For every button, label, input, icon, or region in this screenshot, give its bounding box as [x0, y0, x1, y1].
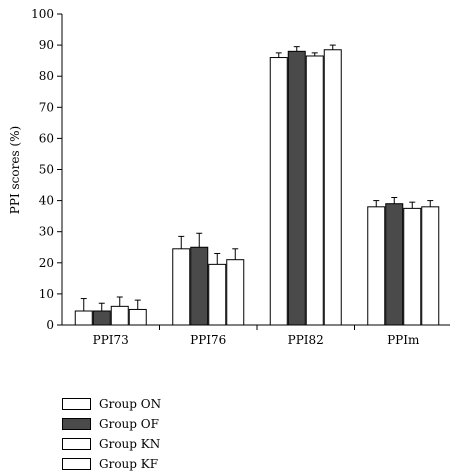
legend-label: Group OF: [99, 417, 159, 431]
bar: [305, 55, 324, 326]
legend-item: Group ON: [62, 394, 161, 414]
x-tick-label: PPI73: [93, 333, 129, 347]
bar: [110, 305, 129, 326]
y-tick-label: 40: [39, 194, 54, 208]
y-tick-label: 20: [39, 256, 54, 270]
y-tick-label: 80: [39, 69, 54, 83]
y-tick-label: 60: [39, 131, 54, 145]
y-tick-label: 50: [39, 163, 54, 177]
legend-swatch: [62, 398, 91, 410]
legend-label: Group ON: [99, 397, 162, 411]
legend: Group ON Group OF Group KN Group KF: [62, 394, 161, 474]
y-tick-label: 70: [39, 100, 54, 114]
bar: [128, 308, 147, 326]
legend-item: Group KF: [62, 454, 161, 474]
x-axis-labels: PPI73 PPI76 PPI82 PPIm: [93, 333, 420, 347]
y-tick-label: 0: [46, 318, 54, 332]
x-tick-label: PPI82: [288, 333, 324, 347]
bar: [172, 248, 191, 326]
bar: [208, 263, 227, 326]
y-tick-label: 90: [39, 38, 54, 52]
x-tick-label: PPIm: [387, 333, 420, 347]
x-tick-label: PPI76: [190, 333, 226, 347]
y-axis-ticks: 0 10 20 30 40 50 60 70 80 90 100: [31, 7, 62, 332]
axes: [61, 14, 450, 326]
y-tick-label: 10: [39, 287, 54, 301]
legend-swatch: [62, 438, 91, 450]
bar: [421, 206, 440, 326]
bar: [385, 203, 404, 326]
legend-item: Group KN: [62, 434, 161, 454]
legend-swatch: [62, 418, 91, 430]
bar: [226, 259, 245, 326]
bar: [269, 57, 288, 326]
bar: [323, 49, 342, 326]
bar: [74, 310, 93, 326]
legend-label: Group KF: [99, 457, 159, 471]
bar: [403, 207, 422, 326]
y-tick-label: 30: [39, 225, 54, 239]
bars: [74, 44, 440, 330]
y-tick-label: 100: [31, 7, 54, 21]
bar: [92, 310, 111, 326]
legend-label: Group KN: [99, 437, 161, 451]
legend-item: Group OF: [62, 414, 161, 434]
y-axis-title: PPI scores (%): [8, 126, 22, 214]
bar: [287, 50, 306, 326]
bar: [367, 206, 386, 326]
legend-swatch: [62, 458, 91, 470]
bar: [190, 246, 209, 326]
